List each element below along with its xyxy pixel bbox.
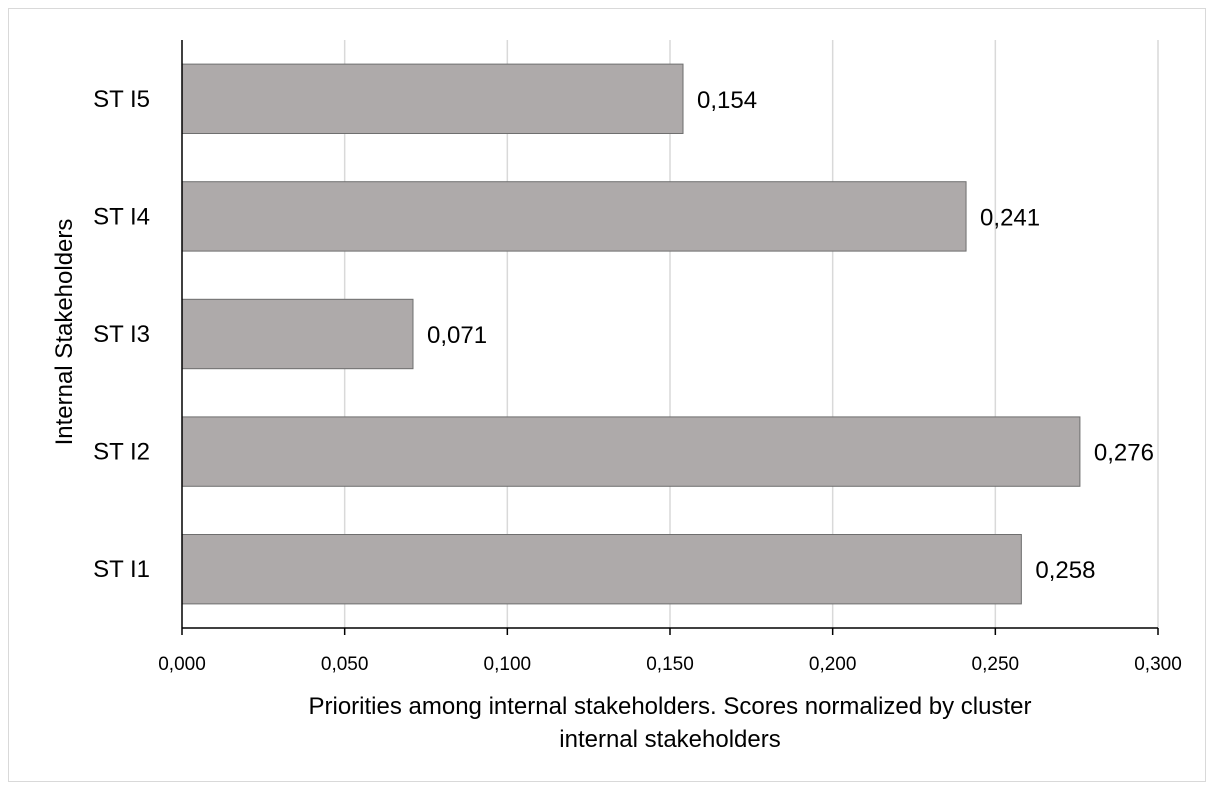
x-tick-label: 0,100 xyxy=(484,654,532,675)
bar xyxy=(181,416,1081,487)
category-label: ST I1 xyxy=(93,556,150,583)
bar xyxy=(181,181,967,252)
x-tick-label: 0,250 xyxy=(972,654,1020,675)
category-label: ST I2 xyxy=(93,439,150,466)
value-label: 0,258 xyxy=(1035,557,1095,584)
bar xyxy=(181,534,1022,605)
x-tick-label: 0,150 xyxy=(646,654,694,675)
value-label: 0,241 xyxy=(980,204,1040,231)
bar xyxy=(181,63,684,134)
x-ticks: 0,000 0,050 0,100 0,150 0,200 0,250 0,300 xyxy=(158,628,1182,675)
x-tick-label: 0,000 xyxy=(158,654,206,675)
value-label: 0,071 xyxy=(427,322,487,349)
category-labels: ST I1 ST I2 ST I3 ST I4 ST I5 xyxy=(93,86,150,583)
bars xyxy=(181,63,1081,605)
gridlines xyxy=(343,40,1159,628)
category-label: ST I4 xyxy=(93,203,150,230)
y-axis-title: Internal Stakeholders xyxy=(51,219,78,446)
x-tick-label: 0,200 xyxy=(809,654,857,675)
x-tick-label: 0,300 xyxy=(1134,654,1182,675)
x-axis-title-line-1: Priorities among internal stakeholders. … xyxy=(309,693,1032,720)
value-label: 0,154 xyxy=(697,87,757,114)
category-label: ST I5 xyxy=(93,86,150,113)
category-label: ST I3 xyxy=(93,321,150,348)
bar xyxy=(181,298,414,370)
x-tick-label: 0,050 xyxy=(321,654,369,675)
x-axis-title-line-2: internal stakeholders xyxy=(559,726,780,753)
chart-frame xyxy=(8,8,1206,782)
value-labels: 0,258 0,276 0,071 0,241 0,154 xyxy=(427,87,1154,584)
value-label: 0,276 xyxy=(1094,440,1154,467)
